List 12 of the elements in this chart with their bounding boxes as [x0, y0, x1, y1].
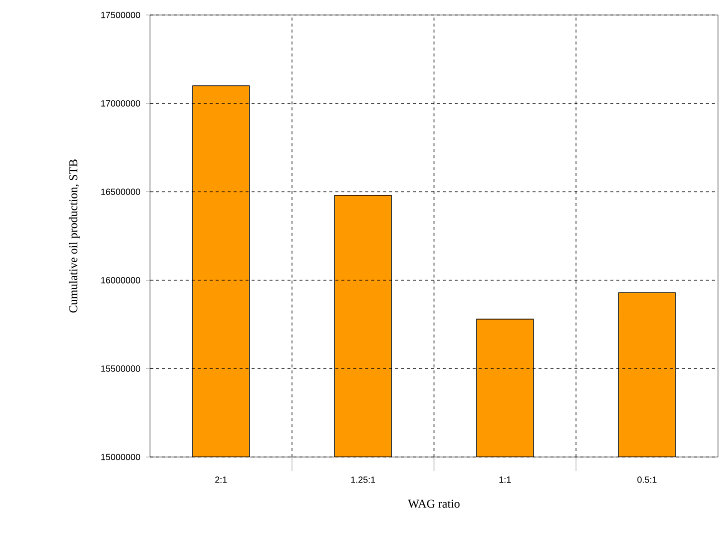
y-tick-label: 16500000	[101, 188, 140, 195]
y-tick-label: 15500000	[101, 365, 140, 372]
x-tick-label: 1:1	[499, 476, 511, 483]
y-tick-label: 16000000	[101, 277, 140, 284]
y-tick-label: 17500000	[101, 12, 140, 18]
x-axis-title: WAG ratio	[408, 500, 460, 508]
y-axis-title: Cumulative oil production, STB	[68, 160, 80, 313]
x-tick-label: 0.5:1	[637, 476, 657, 483]
y-tick-label: 15000000	[101, 454, 140, 460]
y-tick-label: 17000000	[101, 100, 140, 107]
x-tick-label: 2:1	[215, 476, 227, 483]
x-tick-label: 1.25:1	[351, 476, 376, 483]
